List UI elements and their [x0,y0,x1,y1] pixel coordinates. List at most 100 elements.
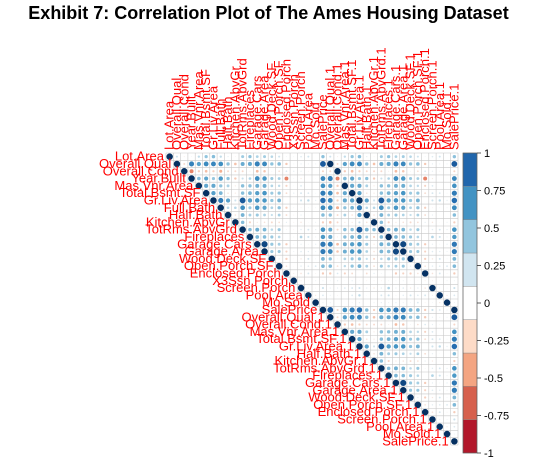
row-label: Enclosed.Porch.1 [318,404,420,419]
correlation-circle [453,294,456,297]
correlation-circle [380,280,382,282]
correlation-circle [307,243,309,245]
column-label: Garage.Area.1 [395,65,410,150]
correlation-circle [363,211,370,219]
correlation-circle [431,280,434,282]
correlation-circle [293,200,295,201]
correlation-circle [373,272,375,275]
correlation-circle [342,249,347,254]
correlation-circle [408,337,413,341]
column-label: Wood.Deck.SF.1 [403,53,418,150]
correlation-circle [342,242,347,247]
correlation-circle [452,352,457,356]
column-label: Screen.Porch.1 [424,60,439,150]
correlation-circle [431,353,434,355]
diagonal-cell [385,372,392,379]
correlation-circle [357,234,362,240]
correlation-circle [439,243,441,245]
correlation-circle [453,359,456,363]
correlation-circle [407,255,414,263]
correlation-circle [315,280,317,282]
correlation-circle [438,309,441,311]
correlation-circle [438,265,441,267]
correlation-circle [446,411,448,413]
correlation-circle [372,177,376,180]
correlation-circle [452,373,457,378]
correlation-circle [446,360,448,362]
correlation-circle [277,162,281,166]
correlation-circle [343,227,347,232]
correlation-circle [439,382,441,384]
correlation-circle [336,228,339,231]
correlation-circle [417,287,419,289]
correlation-circle [342,161,347,167]
correlation-circle [218,176,223,181]
correlation-circle [400,241,407,248]
correlation-circle [401,352,405,356]
correlation-circle [393,161,399,167]
correlation-circle [365,315,369,319]
correlation-circle [357,161,362,167]
diagonal-cell [407,394,414,401]
correlation-circle [452,183,457,189]
row-label: X3Ssn.Porch [212,273,288,288]
correlation-circle [336,250,339,253]
correlation-circle [204,176,209,181]
row-label: Mas.Vnr.Area.1 [250,324,340,339]
correlation-circle [373,345,376,348]
correlation-circle [388,302,390,304]
correlation-circle [451,314,458,321]
correlation-circle [379,315,384,320]
column-label: Enclosed.Porch [278,59,293,150]
correlation-circle [416,301,419,304]
correlation-circle [416,170,419,173]
correlation-circle [439,280,441,282]
correlation-circle [285,192,288,195]
correlation-circle [393,336,399,342]
column-label: Mas.Vnr.Area.1 [337,60,352,150]
correlation-circle [255,155,259,159]
correlation-circle [453,410,456,414]
correlation-circle [387,286,390,290]
correlation-circle [357,329,362,334]
row-label: Screen.Porch.1 [337,411,427,426]
correlation-circle [373,265,375,268]
chart-title: Exhibit 7: Correlation Plot of The Ames … [28,3,509,23]
correlation-circle [348,189,356,197]
column-label: Half.Bath.1 [359,86,374,150]
correlation-circle [379,264,383,268]
correlation-circle [451,387,457,393]
correlation-circle [320,190,326,196]
row-label: Garage.Cars.1 [305,375,390,390]
correlation-circle [293,229,295,231]
correlation-circle [270,213,273,217]
correlation-circle [416,206,420,210]
correlation-circle [439,250,441,253]
correlation-circle [254,161,260,167]
correlation-circle [410,280,411,282]
correlation-circle [424,221,426,224]
diagonal-cell [166,153,173,160]
correlation-circle [431,214,434,216]
correlation-circle [226,184,230,188]
correlation-circle [307,228,310,231]
correlation-circle [408,235,413,239]
correlation-circle [453,280,455,282]
correlation-circle [431,170,434,172]
row-label: Half.Bath.1 [297,346,361,361]
correlation-circle [394,373,398,378]
correlation-circle [225,198,231,203]
correlation-circle [416,323,419,326]
correlation-circle [446,178,448,179]
row-label: Screen.Porch [217,280,296,295]
correlation-circle [424,280,426,282]
column-label: Mo.Sold [308,102,323,150]
correlation-circle [431,316,434,318]
correlation-circle [277,198,282,203]
correlation-circle [365,330,369,334]
correlation-circle [336,206,340,210]
correlation-circle [211,176,216,181]
correlation-circle [270,191,274,195]
row-label: Overall.Qual.1 [242,309,325,324]
legend-color-block [462,186,478,220]
